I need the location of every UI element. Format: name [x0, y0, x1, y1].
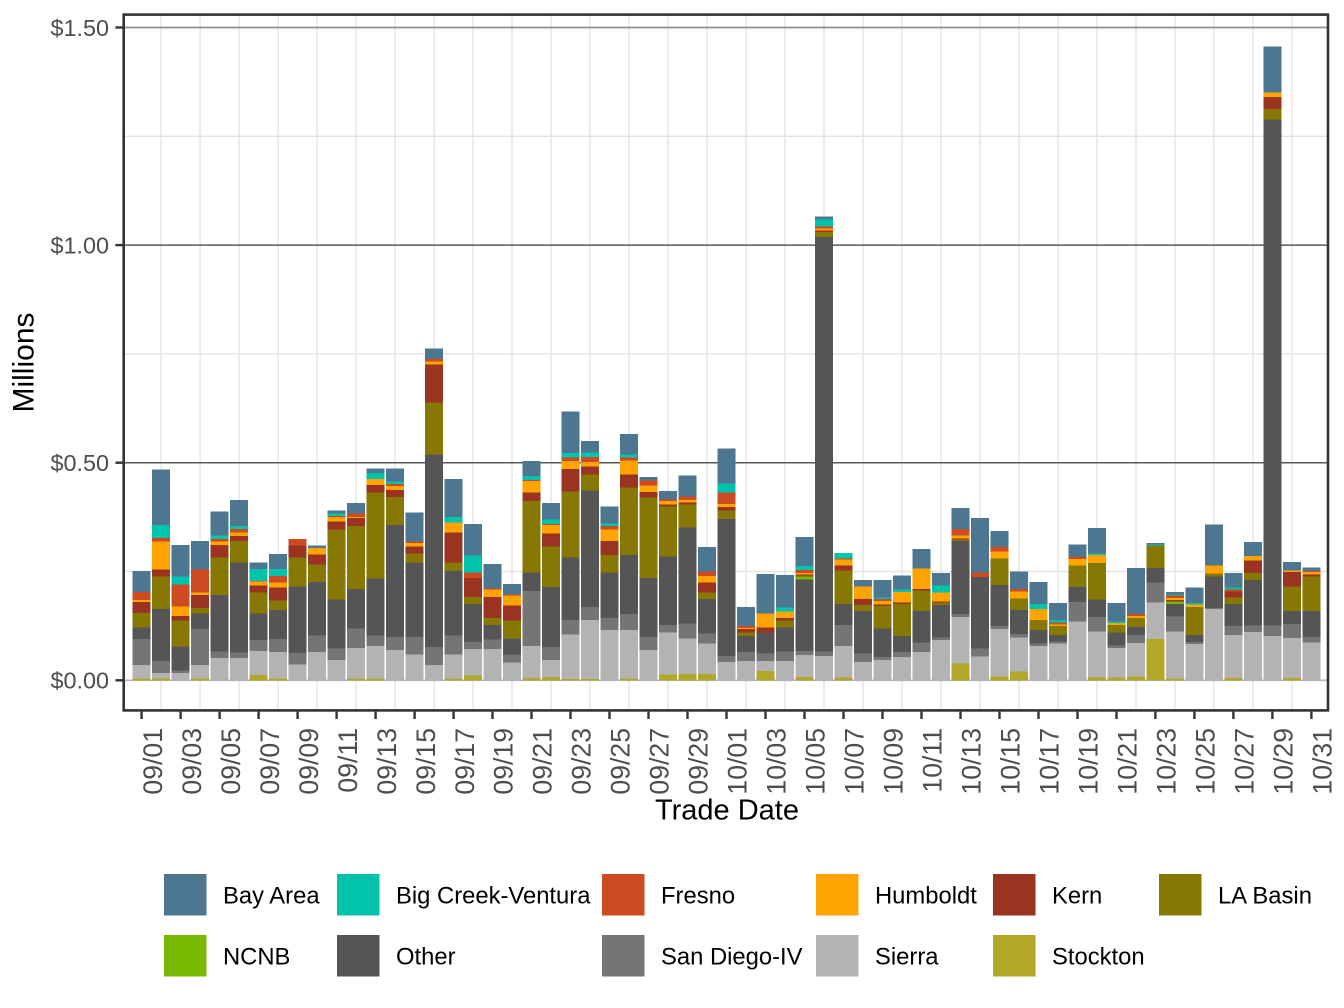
svg-text:09/01: 09/01: [138, 728, 168, 795]
svg-text:Stockton: Stockton: [1052, 943, 1145, 970]
svg-text:Fresno: Fresno: [661, 882, 735, 909]
svg-text:LA Basin: LA Basin: [1218, 882, 1312, 909]
svg-text:Bay Area: Bay Area: [223, 882, 320, 909]
svg-text:10/03: 10/03: [762, 728, 792, 795]
svg-text:10/29: 10/29: [1269, 728, 1299, 795]
svg-text:Humboldt: Humboldt: [875, 882, 977, 909]
svg-text:09/29: 09/29: [684, 728, 714, 795]
svg-text:10/01: 10/01: [723, 728, 753, 795]
svg-text:10/23: 10/23: [1152, 728, 1182, 795]
svg-text:09/27: 09/27: [645, 728, 675, 795]
svg-text:San Diego-IV: San Diego-IV: [661, 943, 803, 970]
svg-text:NCNB: NCNB: [223, 943, 290, 970]
svg-text:09/21: 09/21: [528, 728, 558, 795]
svg-text:09/05: 09/05: [216, 728, 246, 795]
svg-text:10/15: 10/15: [996, 728, 1026, 795]
svg-text:Other: Other: [396, 943, 456, 970]
svg-text:$0.50: $0.50: [50, 450, 109, 476]
svg-text:10/21: 10/21: [1113, 728, 1143, 795]
svg-text:Kern: Kern: [1052, 882, 1102, 909]
svg-text:$0.00: $0.00: [50, 668, 109, 694]
svg-text:Trade Date: Trade Date: [655, 795, 799, 827]
svg-text:10/05: 10/05: [801, 728, 831, 795]
svg-text:$1.00: $1.00: [50, 232, 109, 258]
svg-text:09/07: 09/07: [255, 728, 285, 795]
svg-text:10/19: 10/19: [1074, 728, 1104, 795]
svg-text:09/23: 09/23: [567, 728, 597, 795]
svg-text:09/11: 09/11: [333, 728, 363, 793]
svg-text:10/13: 10/13: [957, 728, 987, 795]
svg-text:10/07: 10/07: [840, 728, 870, 795]
svg-text:$1.50: $1.50: [50, 15, 109, 41]
svg-text:09/15: 09/15: [411, 728, 441, 795]
svg-text:10/17: 10/17: [1035, 728, 1065, 795]
svg-text:09/19: 09/19: [489, 728, 519, 795]
svg-text:10/25: 10/25: [1191, 728, 1221, 795]
svg-text:10/31: 10/31: [1308, 728, 1338, 795]
svg-text:Big Creek-Ventura: Big Creek-Ventura: [396, 882, 591, 909]
svg-text:09/09: 09/09: [294, 728, 324, 795]
svg-text:10/11: 10/11: [918, 728, 948, 793]
svg-text:09/25: 09/25: [606, 728, 636, 795]
svg-text:09/13: 09/13: [372, 728, 402, 795]
svg-text:Sierra: Sierra: [875, 943, 939, 970]
svg-text:09/17: 09/17: [450, 728, 480, 795]
svg-text:10/09: 10/09: [879, 728, 909, 795]
svg-text:09/03: 09/03: [177, 728, 207, 795]
svg-text:10/27: 10/27: [1230, 728, 1260, 795]
svg-text:Millions: Millions: [8, 312, 41, 412]
